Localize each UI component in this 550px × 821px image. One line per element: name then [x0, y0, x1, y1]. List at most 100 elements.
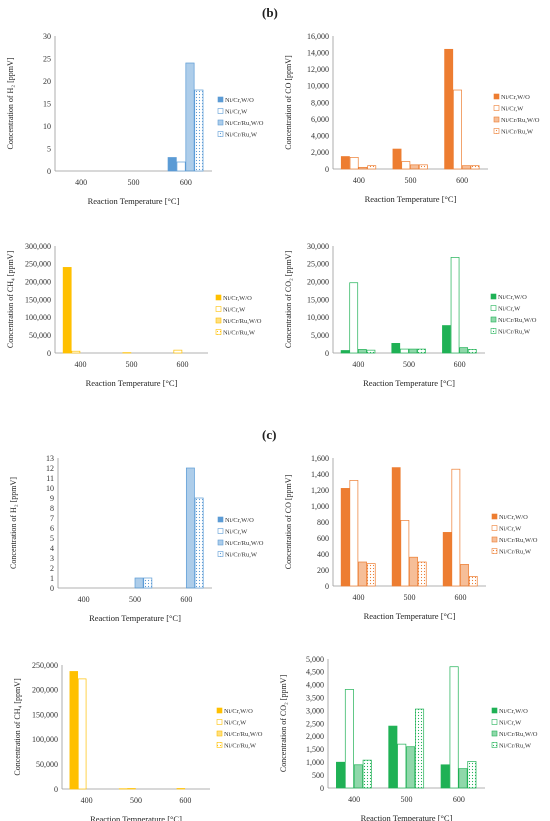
bar-nicrw-400	[349, 157, 359, 170]
legend-entry: Ni/Cr/Ru,W/O	[498, 317, 537, 324]
bar-nicrw-600	[173, 349, 183, 354]
legend-entry: Ni/Cr/Ru,W/O	[499, 731, 538, 738]
bar-nicrw-600	[176, 161, 186, 172]
x-tick-label: 500	[129, 595, 141, 604]
x-axis-label: Reaction Temperature [°C]	[365, 194, 457, 204]
y-tick-label: 5,000	[306, 655, 324, 664]
y-tick-label: 5,000	[311, 331, 329, 340]
y-tick-label: 4,000	[311, 132, 329, 141]
legend-swatch	[493, 128, 500, 134]
bar-nicrw-400	[77, 678, 87, 790]
legend-swatch	[491, 719, 498, 725]
legend-swatch	[491, 742, 498, 748]
legend-swatch	[491, 536, 498, 543]
y-tick-label: 10,000	[307, 82, 329, 91]
bar-nicrruwo-500	[409, 556, 418, 587]
legend-swatch	[491, 707, 498, 714]
x-tick-label: 400	[75, 178, 87, 187]
legend-swatch	[217, 516, 224, 523]
y-tick-label: 150,000	[32, 710, 58, 719]
legend-swatch	[216, 742, 223, 748]
y-tick-label: 15	[43, 99, 51, 108]
y-tick-label: 0	[325, 165, 329, 174]
y-tick-label: 1,000	[306, 758, 324, 767]
legend-entry: Ni/Cr/Ru,W	[225, 552, 258, 559]
legend-swatch	[217, 131, 224, 137]
y-tick-label: 2,500	[306, 719, 324, 728]
y-tick-label: 200,000	[32, 686, 58, 695]
bar-nicrwo-400	[62, 267, 72, 354]
y-tick-label: 8,000	[311, 98, 329, 107]
bar-nicrruwo-600	[458, 768, 468, 789]
x-tick-label: 500	[403, 360, 415, 369]
legend-swatch	[217, 551, 224, 557]
legend-entry: Ni/Cr,W/O	[498, 294, 527, 301]
y-tick-label: 400	[317, 550, 329, 559]
y-tick-label: 100,000	[32, 735, 58, 744]
legend-swatch	[493, 93, 500, 100]
bar-nicrruwo-600	[185, 62, 195, 172]
bar-nicrwo-600	[442, 325, 451, 354]
legend-swatch	[490, 316, 497, 323]
legend-swatch	[491, 525, 498, 531]
x-tick-label: 500	[128, 178, 140, 187]
legend-swatch	[215, 294, 222, 301]
bar-nicrruw-400	[362, 759, 372, 789]
x-tick-label: 400	[352, 360, 364, 369]
bar-nicrruw-600	[468, 576, 478, 587]
bar-nicrwo-500	[392, 148, 402, 170]
y-tick-label: 0	[50, 584, 54, 593]
y-tick-label: 3,500	[306, 694, 324, 703]
y-tick-label: 4,500	[306, 668, 324, 677]
x-tick-label: 500	[401, 795, 413, 804]
bar-nicrwo-400	[69, 671, 79, 790]
bar-nicrruw-500	[417, 561, 427, 587]
legend-swatch	[216, 730, 223, 737]
y-tick-label: 6	[50, 524, 54, 533]
y-tick-label: 4	[50, 544, 54, 553]
y-tick-label: 150,000	[25, 295, 51, 304]
y-tick-label: 13	[46, 454, 54, 463]
y-tick-label: 1,500	[306, 745, 324, 754]
legend-swatch	[490, 305, 497, 311]
legend-entry: Ni/Cr/Ru,W/O	[499, 537, 538, 544]
y-tick-label: 200	[317, 566, 329, 575]
y-tick-label: 2,000	[306, 732, 324, 741]
y-tick-label: 20,000	[307, 277, 329, 286]
bar-nicrruwo-400	[358, 561, 367, 587]
bar-nicrruwo-600	[185, 467, 195, 589]
bar-nicrwo-500	[388, 725, 398, 789]
bar-nicrruwo-400	[353, 764, 363, 789]
bar-nicrruwo-500	[134, 577, 144, 589]
y-tick-label: 30,000	[307, 242, 329, 251]
bar-nicrw-400	[344, 689, 354, 789]
y-tick-label: 1,600	[311, 454, 329, 463]
y-tick-label: 4,000	[306, 681, 324, 690]
y-tick-label: 1,400	[311, 470, 329, 479]
x-axis-label: Reaction Temperature [°C]	[90, 814, 182, 821]
bar-nicrwo-400	[340, 156, 350, 170]
legend-entry: Ni/Cr/Ru,W/O	[225, 120, 264, 127]
legend-swatch	[491, 513, 498, 520]
legend-swatch	[217, 119, 224, 126]
legend-entry: Ni/Cr/Ru,W	[499, 549, 532, 556]
y-tick-label: 50,000	[29, 331, 51, 340]
x-tick-label: 500	[405, 176, 417, 185]
y-axis-label: Concentration of H₂ [ppmV]	[6, 57, 15, 149]
legend-swatch	[491, 548, 498, 554]
y-tick-label: 10,000	[307, 313, 329, 322]
y-tick-label: 250,000	[32, 661, 58, 670]
legend-entry: Ni/Cr,W	[501, 106, 524, 113]
legend-swatch	[217, 108, 224, 114]
y-tick-label: 250,000	[25, 260, 51, 269]
x-tick-label: 500	[126, 360, 138, 369]
x-tick-label: 600	[456, 176, 468, 185]
bar-nicrwo-400	[336, 761, 346, 789]
y-tick-label: 5	[50, 534, 54, 543]
bar-nicrw-400	[349, 480, 359, 587]
bar-nicrw-600	[449, 666, 459, 789]
bar-nicrruw-400	[366, 349, 376, 354]
x-tick-label: 600	[180, 178, 192, 187]
chart-b-co2: 0 5,000 10,000 15,000 20,000 25,000 30,000 400 5…	[284, 242, 537, 388]
y-tick-label: 100,000	[25, 313, 51, 322]
